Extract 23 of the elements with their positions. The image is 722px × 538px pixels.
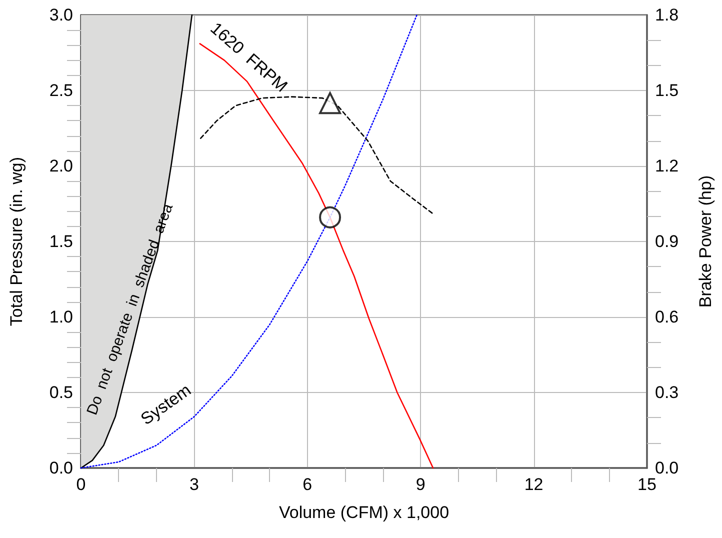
y2-tick-label: 1.5 bbox=[655, 81, 679, 100]
y2-tick-label: 0.3 bbox=[655, 383, 679, 402]
y2-tick-label: 1.2 bbox=[655, 156, 679, 176]
y2-tick-label: 0.9 bbox=[655, 232, 679, 251]
y-tick-label: 1.0 bbox=[49, 308, 73, 326]
y-tick-label: 2.5 bbox=[49, 81, 73, 100]
y-tick-label: 0.5 bbox=[49, 383, 73, 402]
x-tick-label: 0 bbox=[76, 475, 86, 494]
y-tick-label: 2.0 bbox=[49, 156, 73, 176]
y2-tick-label: 1.8 bbox=[655, 6, 679, 24]
x-tick-label: 12 bbox=[524, 475, 544, 494]
y-tick-label: 3.0 bbox=[49, 6, 73, 24]
x-tick-label: 3 bbox=[189, 475, 199, 494]
y-tick-label: 1.5 bbox=[49, 232, 73, 251]
x-tick-label: 9 bbox=[416, 475, 426, 494]
y-axis-title: Total Pressure (in. wg) bbox=[7, 156, 26, 326]
y2-tick-label: 0.0 bbox=[655, 458, 679, 478]
x-tick-label: 15 bbox=[638, 475, 656, 494]
y2-tick-label: 0.6 bbox=[655, 308, 679, 326]
y-tick-label: 0.0 bbox=[49, 458, 73, 478]
y2-axis-title: Brake Power (hp) bbox=[696, 175, 715, 308]
x-tick-label: 6 bbox=[302, 475, 312, 494]
x-axis-title: Volume (CFM) x 1,000 bbox=[278, 503, 450, 522]
